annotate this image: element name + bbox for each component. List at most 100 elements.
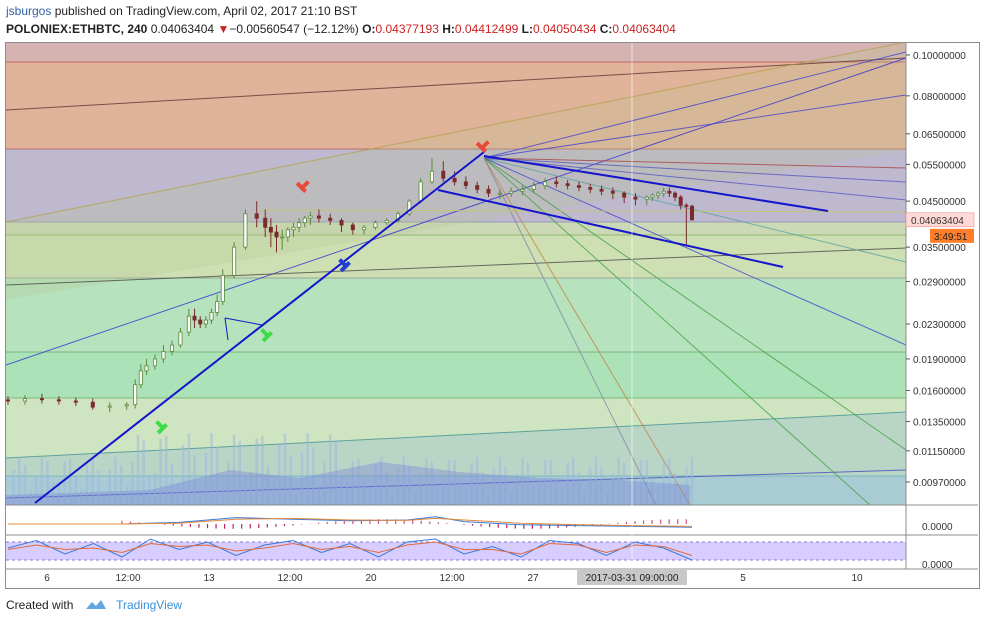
volume-bar: [125, 486, 128, 505]
tradingview-link[interactable]: TradingView: [116, 598, 183, 612]
trendline: [34, 151, 485, 504]
volume-bar: [142, 440, 145, 505]
candle-body: [475, 185, 480, 190]
volume-bar: [159, 439, 162, 505]
volume-bar: [91, 457, 94, 505]
timer-label: 3:49:51: [934, 232, 968, 243]
candle-body: [6, 399, 11, 402]
volume-bar: [442, 480, 445, 505]
change-value: −0.00560547 (−12.12%): [229, 22, 359, 36]
candle-body: [684, 204, 689, 207]
stoch-line: [7, 541, 693, 556]
candle-body: [215, 301, 220, 313]
candle-body: [138, 370, 143, 386]
volume-bar: [396, 468, 400, 505]
volume-bars: [6, 433, 694, 505]
candle-body: [441, 170, 446, 179]
x-tick-label: 12:00: [277, 573, 302, 584]
volume-bar: [475, 457, 479, 505]
volume-bar: [227, 461, 230, 505]
volume-bar: [679, 493, 682, 505]
fan-line: [6, 57, 906, 366]
volume-bar: [362, 477, 366, 505]
volume-bar: [182, 444, 185, 505]
chart-canvas[interactable]: 0.10000000 0.08000000 0.06500000 0.05500000…: [0, 0, 983, 590]
candle-body: [429, 170, 434, 183]
price-label-bg: [905, 212, 975, 228]
volume-bar: [114, 457, 117, 505]
volume-bar: [379, 457, 383, 505]
candle-body: [509, 190, 514, 194]
volume-bar: [40, 458, 44, 505]
volume-bar: [131, 462, 134, 505]
fib-band: [6, 43, 906, 62]
candle-body: [328, 217, 333, 221]
candle-body: [622, 192, 627, 198]
volume-bar: [532, 485, 535, 505]
volume-bar: [526, 462, 530, 505]
candle-body: [350, 224, 355, 231]
volume-bar: [102, 496, 106, 505]
volume-bar: [136, 435, 140, 505]
published-line: jsburgos published on TradingView.com, A…: [6, 4, 357, 18]
volume-bar: [391, 494, 394, 505]
candle-body: [56, 399, 61, 402]
candle-body: [486, 188, 491, 194]
symbol-label: POLONIEX:ETHBTC, 240: [6, 22, 148, 36]
volume-bar: [645, 459, 648, 505]
candle-body: [520, 188, 525, 192]
volume-bar: [165, 435, 168, 505]
volume-bar: [572, 457, 575, 505]
crosshair-time-bg: [577, 570, 687, 585]
volume-bar: [255, 438, 258, 505]
volume-bar: [617, 457, 620, 505]
trendlines[interactable]: [34, 151, 829, 504]
fan-band-upper: [6, 43, 906, 300]
candle-body: [362, 226, 367, 231]
stoch-line: [7, 538, 693, 561]
signal-marker: [295, 180, 310, 193]
volume-bar: [35, 475, 38, 505]
author-link[interactable]: jsburgos: [6, 4, 52, 18]
open-label: O:: [362, 22, 376, 36]
volume-bar: [464, 487, 468, 505]
candles: [6, 157, 695, 413]
candle-body: [280, 236, 285, 239]
volume-bar: [323, 460, 326, 505]
candle-body: [463, 181, 468, 186]
candle-body: [254, 213, 259, 219]
volume-bar: [521, 457, 524, 505]
volume-bar: [29, 489, 32, 505]
volume-bar: [18, 457, 21, 505]
volume-bar: [447, 460, 451, 505]
signal-marker: [155, 420, 168, 435]
volume-bar: [492, 468, 496, 505]
volume-bar: [498, 457, 502, 505]
x-tick-label: 6: [44, 573, 50, 584]
volume-bar: [312, 447, 315, 505]
volume-bar: [419, 473, 422, 505]
volume-bar: [97, 470, 100, 505]
signal-marker: [475, 140, 490, 153]
volume-bar: [487, 494, 490, 505]
y-tick-label: 0.01150000: [913, 447, 966, 458]
open-value: 0.04377193: [375, 22, 439, 36]
fan-line: [6, 247, 906, 286]
volume-bar: [668, 457, 671, 505]
volume-bar: [538, 479, 541, 505]
volume-bar: [238, 440, 241, 505]
marker-flag: [155, 420, 166, 431]
volume-bar: [639, 459, 643, 505]
volume-bar: [515, 473, 518, 505]
candle-body: [418, 181, 423, 202]
trendline: [224, 317, 229, 341]
volume-bar: [329, 434, 332, 505]
tradingview-logo-icon: [85, 600, 106, 609]
volume-bar: [560, 486, 564, 505]
fan-line: [6, 43, 904, 223]
candle-body: [133, 384, 138, 406]
candle-body: [656, 192, 661, 196]
volume-bar: [357, 459, 360, 505]
volume-bar: [662, 462, 665, 505]
y-tick-label: 0.08000000: [913, 92, 966, 103]
